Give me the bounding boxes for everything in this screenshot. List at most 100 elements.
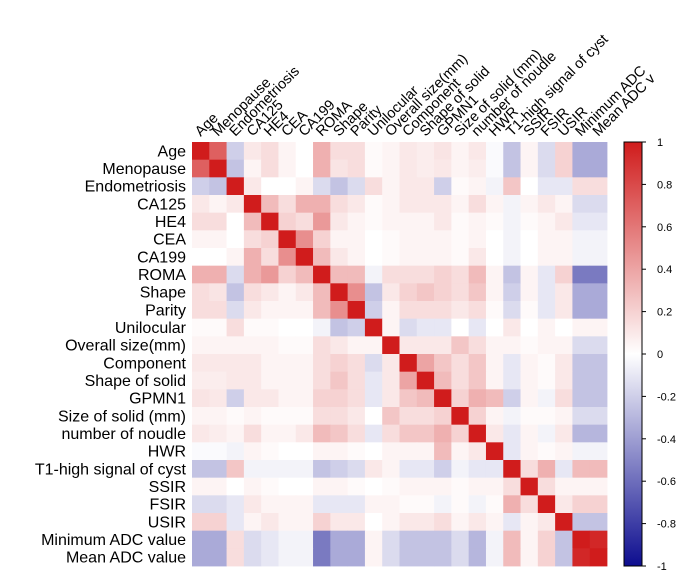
colorbar: [623, 141, 643, 567]
heatmap-cell: [330, 283, 349, 302]
heatmap-cell: [416, 354, 435, 373]
heatmap-cell: [364, 248, 383, 267]
heatmap-cell: [192, 495, 210, 514]
heatmap-cell: [520, 477, 539, 496]
heatmap-cell: [572, 495, 591, 514]
heatmap-cell: [261, 548, 279, 567]
row-label: GPMN1: [129, 391, 186, 408]
heatmap-cell: [503, 283, 521, 302]
heatmap-cell: [520, 212, 539, 231]
heatmap-cell: [209, 142, 227, 161]
heatmap-cell: [347, 318, 366, 337]
heatmap-cell: [485, 460, 504, 479]
heatmap-cell: [520, 513, 539, 532]
heatmap-cell: [382, 301, 400, 320]
heatmap-cell: [192, 265, 210, 284]
heatmap-cell: [451, 283, 470, 302]
heatmap-cell: [468, 177, 487, 196]
heatmap-cell: [295, 442, 314, 461]
heatmap-cell: [537, 389, 556, 408]
heatmap-cell: [278, 389, 297, 408]
heatmap-cell: [468, 477, 487, 496]
heatmap-cell: [468, 424, 487, 443]
heatmap-cell: [416, 265, 435, 284]
heatmap-cell: [416, 318, 435, 337]
heatmap-cell: [330, 495, 349, 514]
heatmap-cell: [451, 230, 470, 249]
heatmap-cell: [243, 460, 262, 479]
colorbar-tick-label: 0: [657, 349, 663, 361]
heatmap-cell: [364, 159, 383, 178]
heatmap-cell: [382, 318, 400, 337]
heatmap-cell: [226, 248, 245, 267]
heatmap-cell: [434, 354, 452, 373]
row-label: HE4: [155, 214, 186, 231]
heatmap-cell: [209, 212, 227, 231]
heatmap-cell: [451, 159, 470, 178]
heatmap-cell: [434, 230, 452, 249]
heatmap-cell: [520, 230, 539, 249]
heatmap-cell: [399, 513, 418, 532]
heatmap-cell: [261, 424, 279, 443]
heatmap-cell: [537, 354, 556, 373]
heatmap-cell: [209, 442, 227, 461]
heatmap-cell: [555, 283, 573, 302]
heatmap-cell: [330, 212, 349, 231]
heatmap-cell: [555, 389, 573, 408]
heatmap-cell: [278, 159, 297, 178]
heatmap-cell: [416, 248, 435, 267]
heatmap-cell: [192, 142, 210, 161]
heatmap-cell: [503, 195, 521, 214]
heatmap-cell: [295, 354, 314, 373]
heatmap-cell: [555, 407, 573, 426]
heatmap-cell: [261, 177, 279, 196]
heatmap-cell: [209, 283, 227, 302]
heatmap-cell: [520, 354, 539, 373]
heatmap-cell: [434, 460, 452, 479]
heatmap-cell: [503, 177, 521, 196]
heatmap-cell: [226, 513, 245, 532]
heatmap-cell: [503, 336, 521, 355]
heatmap-cell: [434, 265, 452, 284]
heatmap-cell: [399, 265, 418, 284]
heatmap-cell: [382, 177, 400, 196]
heatmap-cell: [347, 336, 366, 355]
heatmap-cell: [243, 513, 262, 532]
heatmap-cell: [192, 283, 210, 302]
heatmap-cell: [261, 389, 279, 408]
heatmap-cell: [520, 336, 539, 355]
heatmap-cell: [555, 301, 573, 320]
heatmap-cell: [572, 371, 591, 390]
heatmap-cell: [330, 548, 349, 567]
heatmap-cell: [226, 283, 245, 302]
heatmap-cell: [503, 301, 521, 320]
heatmap-cell: [192, 548, 210, 567]
heatmap-cell: [520, 548, 539, 567]
heatmap-cell: [243, 336, 262, 355]
heatmap-cell: [347, 159, 366, 178]
heatmap-cell: [313, 318, 331, 337]
row-label: CEA: [153, 232, 186, 249]
heatmap-cell: [416, 159, 435, 178]
heatmap-cell: [226, 354, 245, 373]
heatmap-cell: [261, 318, 279, 337]
heatmap-cell: [485, 424, 504, 443]
heatmap-cell: [243, 371, 262, 390]
heatmap-cell: [468, 336, 487, 355]
heatmap-cell: [416, 530, 435, 549]
heatmap-cell: [382, 283, 400, 302]
heatmap-cell: [572, 283, 591, 302]
row-label: USIR: [148, 514, 186, 531]
heatmap-cell: [520, 442, 539, 461]
heatmap-cell: [382, 248, 400, 267]
heatmap-cell: [313, 336, 331, 355]
heatmap-cell: [278, 177, 297, 196]
heatmap-cell: [364, 318, 383, 337]
heatmap-cell: [192, 424, 210, 443]
heatmap-cell: [520, 407, 539, 426]
heatmap-cell: [537, 371, 556, 390]
heatmap-cell: [364, 177, 383, 196]
heatmap-cell: [364, 212, 383, 231]
heatmap-cell: [520, 265, 539, 284]
heatmap-cell: [226, 371, 245, 390]
